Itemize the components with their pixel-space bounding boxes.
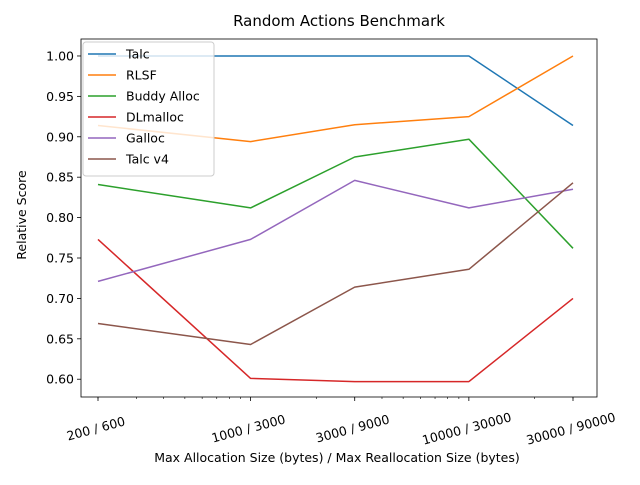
y-tick-label: 0.75: [46, 251, 74, 266]
series-line-galloc: [97, 179, 574, 283]
y-tick-label: 0.90: [46, 129, 74, 144]
legend: Talc RLSF Buddy Alloc DLmalloc Galloc Talc v4: [82, 41, 215, 177]
legend-label: RLSF: [126, 68, 157, 83]
legend-label: DLmalloc: [126, 110, 184, 125]
plot-frame: [80, 38, 598, 398]
x-tick-label: 1000 / 3000: [210, 411, 287, 445]
y-axis-label: Relative Score: [14, 170, 29, 260]
legend-label: Buddy Alloc: [126, 89, 200, 104]
legend-label: Talc: [125, 47, 150, 62]
y-tick-label: 0.85: [46, 170, 74, 185]
x-axis-label: Max Allocation Size (bytes) / Max Reallo…: [154, 450, 520, 465]
x-tick-label: 3000 / 9000: [314, 411, 391, 445]
y-tick-label: 0.80: [46, 210, 74, 225]
legend-label: Talc v4: [125, 152, 169, 167]
series-line-talc-v4: [97, 182, 574, 346]
series-line-dlmalloc: [97, 238, 574, 383]
y-tick-label: 0.70: [46, 291, 74, 306]
x-axis: 200 / 600 1000 / 3000 3000 / 9000 10000 / 3…: [65, 397, 617, 448]
y-tick-label: 1.00: [46, 48, 74, 63]
chart-title: Random Actions Benchmark: [233, 12, 445, 30]
series-line-buddy-alloc: [97, 138, 574, 249]
x-tick-label: 10000 / 30000: [421, 409, 513, 447]
y-tick-label: 0.65: [46, 331, 74, 346]
plot-area: [80, 38, 598, 398]
y-tick-label: 0.60: [46, 372, 74, 387]
legend-label: Galloc: [126, 131, 165, 146]
y-tick-label: 0.95: [46, 89, 74, 104]
y-axis: 0.60 0.65 0.70 0.75 0.80 0.85 0.90 0.95 1.00: [46, 48, 81, 387]
x-tick-label: 30000 / 90000: [525, 409, 617, 447]
x-tick-label: 200 / 600: [65, 414, 127, 444]
